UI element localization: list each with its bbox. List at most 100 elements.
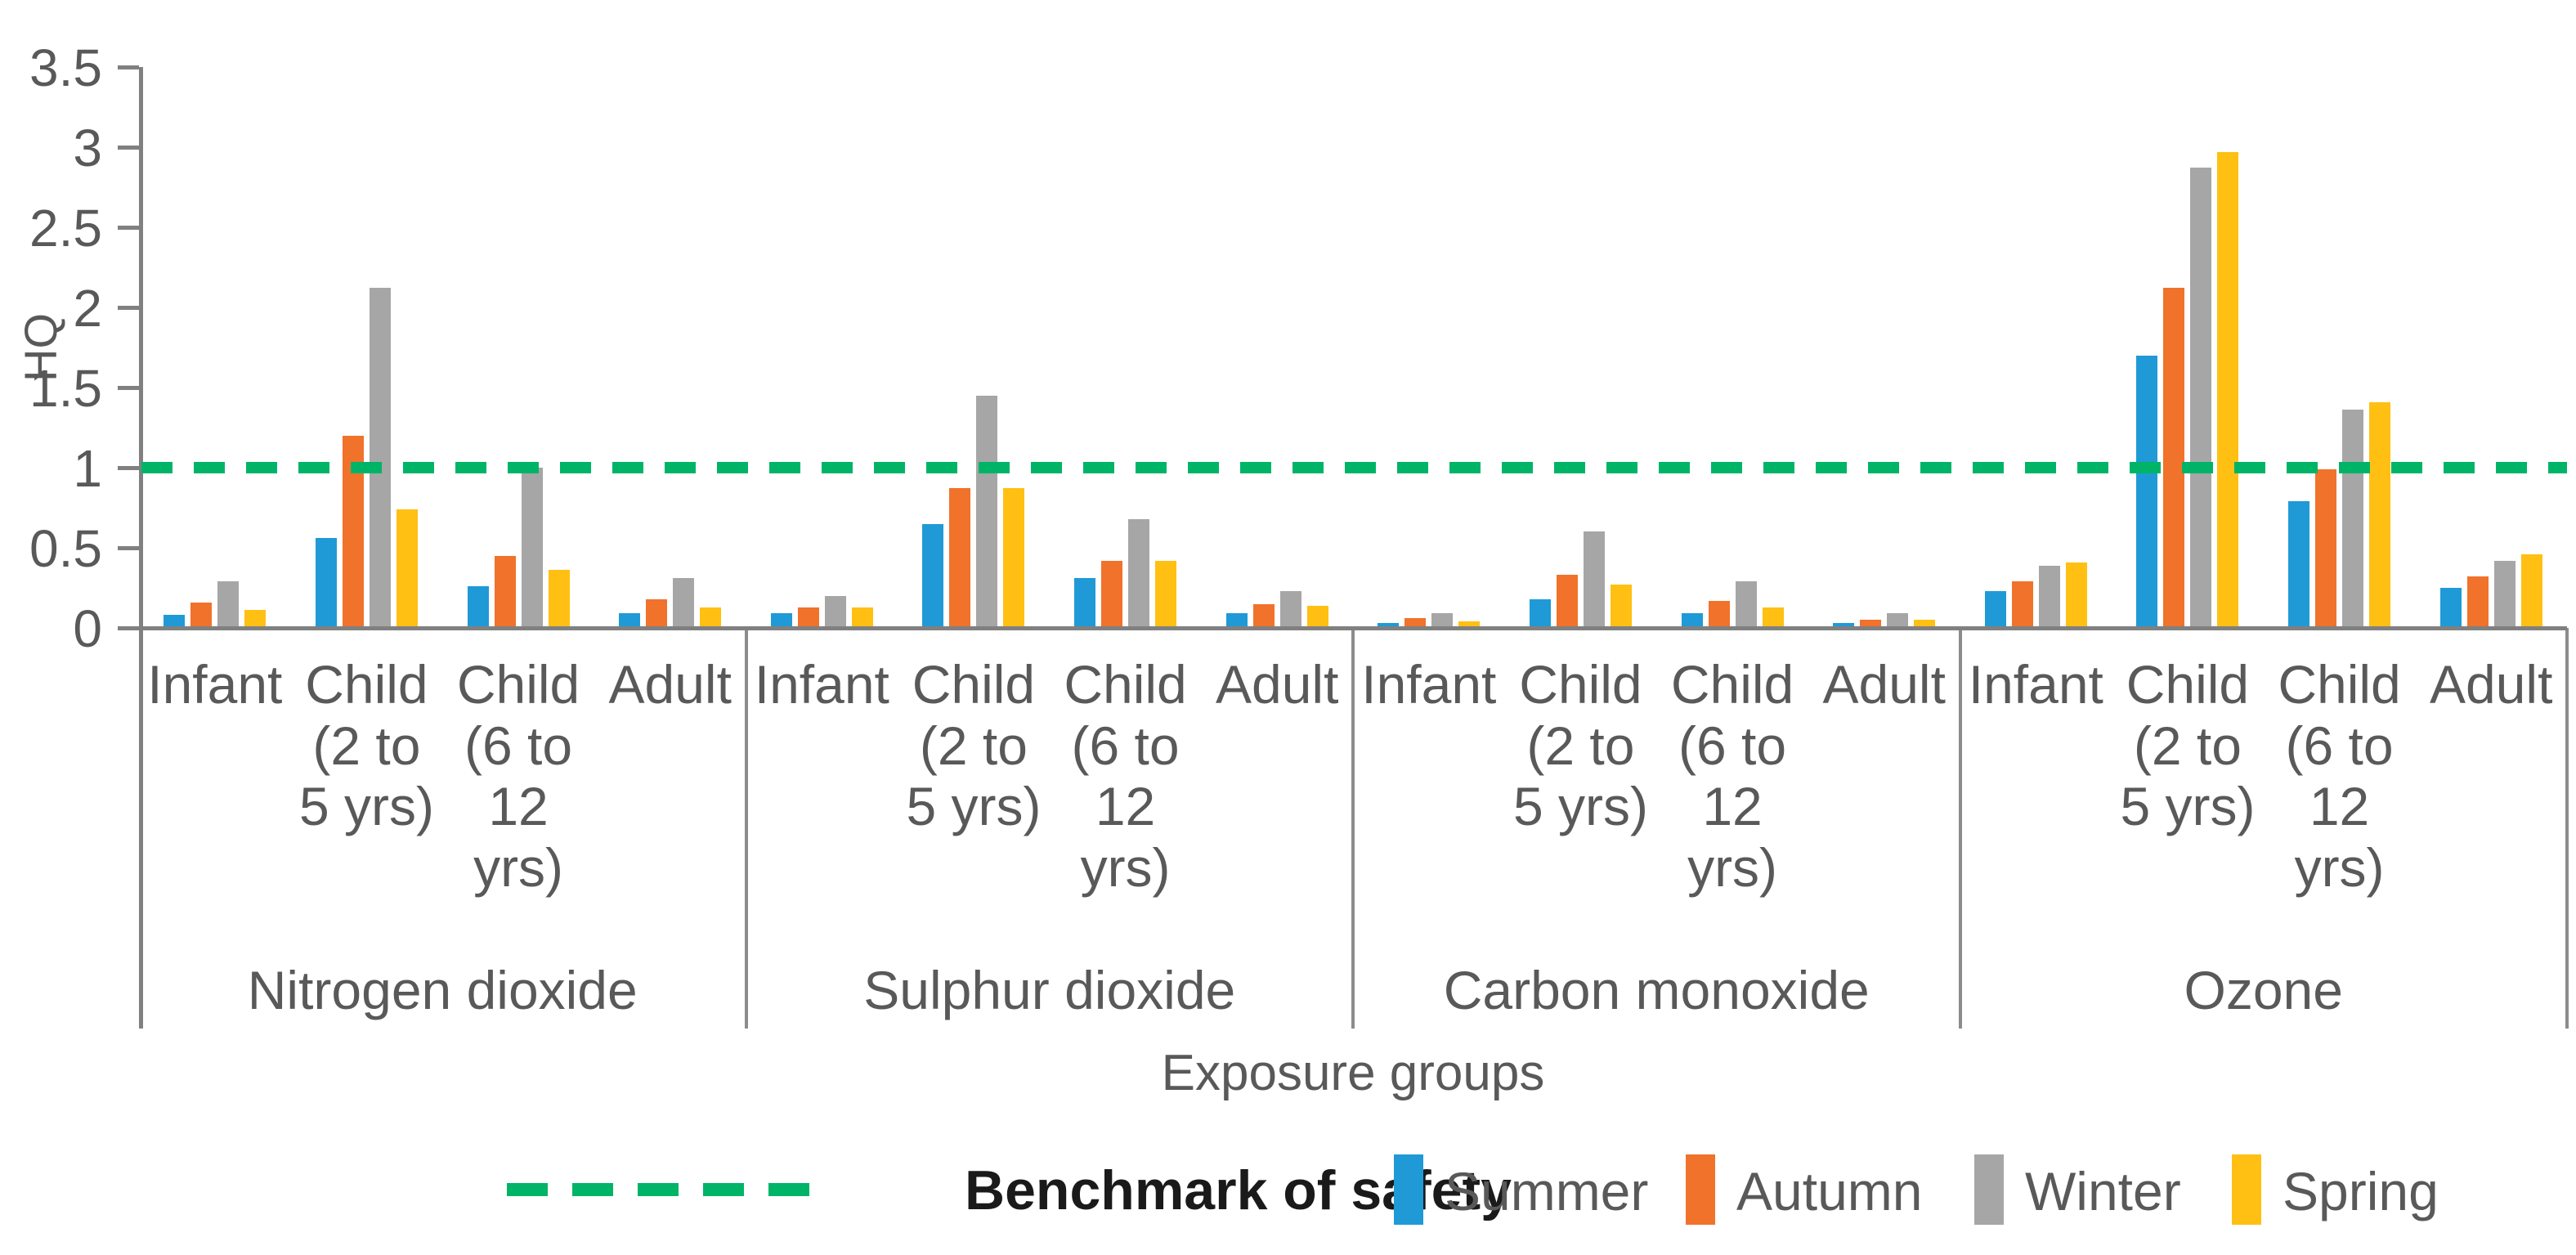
- category-label: Adult: [1215, 654, 1339, 715]
- bar-autumn: [1860, 620, 1882, 628]
- bar-autumn: [2315, 468, 2337, 628]
- bar-autumn: [190, 602, 213, 628]
- bar-autumn: [797, 607, 819, 628]
- bar-summer: [1529, 598, 1551, 628]
- bar-winter: [1279, 590, 1301, 628]
- bar-autumn: [1708, 600, 1730, 628]
- category-label: Child (2 to 5 yrs): [2120, 654, 2256, 837]
- legend-swatch-autumn: [1686, 1154, 1715, 1225]
- y-axis-line: [139, 67, 143, 1029]
- bar-spring: [2217, 151, 2239, 628]
- y-tick-label: 1.5: [29, 359, 102, 418]
- y-tick-mark: [118, 306, 139, 310]
- bar-summer: [2136, 355, 2158, 628]
- legend-swatch-winter: [1974, 1154, 2004, 1225]
- benchmark-line: [141, 462, 2567, 473]
- group-label: Carbon monoxide: [1443, 960, 1870, 1020]
- bar-winter: [2493, 560, 2516, 628]
- category-label: Child (6 to 12 yrs): [1670, 654, 1794, 898]
- y-tick-label: 2.5: [29, 199, 102, 258]
- bar-spring: [1306, 605, 1328, 628]
- bar-autumn: [1556, 575, 1578, 628]
- bar-winter: [2342, 410, 2364, 628]
- bar-spring: [851, 607, 873, 628]
- category-label: Infant: [1968, 654, 2103, 715]
- y-tick-mark: [118, 226, 139, 230]
- bar-winter: [976, 395, 998, 628]
- legend-swatch-spring: [2232, 1154, 2261, 1225]
- bar-spring: [2065, 562, 2087, 628]
- bar-spring: [1914, 620, 1936, 628]
- y-tick-label: 2: [73, 279, 102, 338]
- bar-winter: [1735, 581, 1757, 628]
- bar-winter: [1431, 613, 1454, 628]
- category-label: Adult: [2429, 654, 2553, 715]
- category-label: Child (2 to 5 yrs): [1512, 654, 1648, 837]
- group-label: Nitrogen dioxide: [247, 960, 638, 1020]
- category-label: Child (6 to 12 yrs): [2278, 654, 2401, 898]
- bar-summer: [922, 523, 944, 628]
- group-divider: [1351, 628, 1355, 1029]
- bar-spring: [1458, 621, 1481, 628]
- bar-summer: [770, 613, 792, 628]
- legend-label-spring: Spring: [2283, 1161, 2439, 1221]
- bar-autumn: [646, 598, 668, 628]
- y-tick-mark: [118, 466, 139, 470]
- bar-summer: [1681, 613, 1703, 628]
- category-label: Child (6 to 12 yrs): [1064, 654, 1187, 898]
- category-label: Infant: [1361, 654, 1497, 715]
- bar-autumn: [494, 555, 516, 628]
- y-tick-label: 1: [73, 439, 102, 498]
- x-axis-line: [139, 626, 2567, 630]
- benchmark-dashed-line-swatch: [507, 1183, 824, 1196]
- y-tick-mark: [118, 65, 139, 69]
- bar-summer: [2439, 588, 2462, 628]
- bar-winter: [673, 578, 695, 628]
- category-label: Child (2 to 5 yrs): [298, 654, 434, 837]
- bar-autumn: [2466, 576, 2489, 628]
- bar-spring: [2369, 401, 2391, 628]
- bar-summer: [164, 615, 186, 628]
- bar-autumn: [1101, 560, 1123, 628]
- bar-winter: [521, 468, 543, 628]
- legend-label-summer: Summer: [1445, 1161, 1649, 1221]
- bar-autumn: [949, 488, 971, 628]
- category-label: Child (6 to 12 yrs): [456, 654, 580, 898]
- category-label: Infant: [147, 654, 283, 715]
- legend-label-winter: Winter: [2025, 1161, 2181, 1221]
- bar-autumn: [2163, 288, 2185, 628]
- bar-winter: [1887, 613, 1909, 628]
- benchmark-legend-label: Benchmark of safety: [965, 1159, 1512, 1221]
- y-tick-label: 3: [73, 119, 102, 177]
- group-divider: [2565, 628, 2569, 1029]
- bar-spring: [700, 607, 722, 628]
- bar-spring: [1003, 488, 1025, 628]
- legend-swatch-summer: [1394, 1154, 1423, 1225]
- bar-summer: [467, 586, 489, 628]
- bar-winter: [369, 288, 391, 628]
- category-label: Adult: [608, 654, 732, 715]
- bar-winter: [1128, 518, 1150, 628]
- x-axis-title: Exposure groups: [1161, 1045, 1545, 1101]
- bar-winter: [217, 581, 240, 628]
- group-label: Sulphur dioxide: [863, 960, 1236, 1020]
- bar-winter: [824, 595, 846, 628]
- bar-winter: [2038, 565, 2060, 628]
- y-tick-mark: [118, 546, 139, 550]
- category-label: Child (2 to 5 yrs): [906, 654, 1042, 837]
- bar-winter: [1583, 531, 1605, 628]
- bar-summer: [1074, 578, 1096, 628]
- bar-spring: [396, 509, 418, 628]
- bar-summer: [315, 538, 337, 628]
- y-tick-label: 0: [73, 599, 102, 658]
- y-tick-mark: [118, 626, 139, 630]
- bar-spring: [2520, 554, 2542, 628]
- bar-autumn: [1404, 618, 1427, 628]
- bar-summer: [1378, 623, 1400, 628]
- category-label: Adult: [1822, 654, 1946, 715]
- bar-summer: [619, 613, 641, 628]
- legend-label-autumn: Autumn: [1736, 1161, 1923, 1221]
- y-tick-mark: [118, 146, 139, 150]
- bar-spring: [548, 570, 570, 628]
